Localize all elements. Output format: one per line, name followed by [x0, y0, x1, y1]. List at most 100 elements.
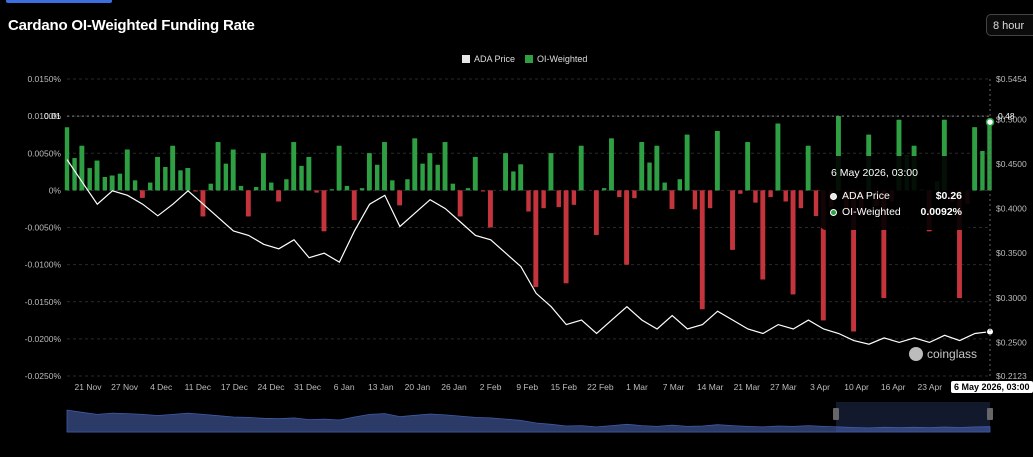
- funding-rate-bar: [647, 162, 652, 191]
- funding-rate-bar: [261, 153, 266, 191]
- funding-rate-bar: [306, 156, 312, 191]
- funding-rate-bar: [352, 190, 357, 221]
- funding-rate-bar: [170, 145, 176, 191]
- x-tick-label: 27 Mar: [770, 382, 797, 392]
- funding-rate-bar: [707, 190, 713, 209]
- funding-rate-bar: [458, 190, 463, 217]
- funding-rate-bar: [238, 185, 244, 191]
- legend-item-oi-weighted[interactable]: OI-Weighted: [525, 54, 587, 64]
- funding-rate-bar: [783, 190, 788, 202]
- watermark-text: coinglass: [927, 347, 978, 361]
- funding-rate-bar: [881, 190, 887, 299]
- x-tick-label: 14 Mar: [697, 382, 724, 392]
- funding-rate-bar: [337, 145, 342, 191]
- legend-swatch-oi-weighted: [525, 55, 534, 63]
- x-tick-label: 4 Dec: [150, 382, 173, 392]
- funding-rate-bar: [579, 145, 584, 191]
- legend-label-oi-weighted: OI-Weighted: [537, 54, 588, 64]
- navigator-handle[interactable]: [833, 408, 839, 420]
- right-tick-label: $0.2500: [996, 337, 1027, 347]
- right-tick-label: $0.5000: [996, 114, 1027, 124]
- funding-rate-bar: [299, 165, 304, 191]
- funding-rate-bar: [806, 145, 811, 191]
- funding-rate-bar: [526, 190, 531, 212]
- right-tick-label: $0.2123: [996, 371, 1027, 381]
- funding-rate-bar: [654, 145, 660, 191]
- x-tick-label: 9 Feb: [516, 382, 538, 392]
- funding-rate-bar: [541, 190, 546, 209]
- funding-rate-bar: [148, 182, 153, 191]
- funding-rate-bar: [745, 142, 751, 191]
- x-tick-label: 11 Dec: [185, 382, 212, 392]
- navigator-handle[interactable]: [987, 408, 993, 420]
- funding-rate-bar: [110, 175, 115, 191]
- funding-rate-bar: [269, 182, 274, 191]
- right-tick-label: $0.3500: [996, 248, 1027, 258]
- funding-rate-bar: [662, 182, 667, 191]
- funding-rate-bar: [942, 119, 947, 191]
- x-tick-label: 21 Mar: [734, 382, 761, 392]
- funding-rate-bar: [760, 190, 766, 280]
- funding-rate-bar: [208, 183, 213, 191]
- chart-tooltip: 6 May 2026, 03:00 ADA Price $0.26 OI-Wei…: [820, 156, 970, 230]
- funding-rate-bar: [140, 190, 145, 198]
- funding-rate-bar: [753, 190, 758, 203]
- x-tick-label: 3 Apr: [810, 382, 830, 392]
- chart-title: Cardano OI-Weighted Funding Rate: [8, 17, 255, 34]
- funding-rate-bar: [291, 142, 297, 191]
- left-tick-label: -0.0200%: [25, 334, 62, 344]
- x-tick-label: 7 Mar: [663, 382, 685, 392]
- interval-select[interactable]: 8 hour: [986, 14, 1033, 36]
- funding-rate-bar: [836, 116, 841, 191]
- x-tick-label: 20 Jan: [405, 382, 431, 392]
- funding-rate-bar: [132, 180, 138, 191]
- x-tick-label: 15 Feb: [551, 382, 578, 392]
- left-tick-label: -0.0150%: [25, 297, 62, 307]
- funding-rate-bar: [972, 127, 978, 191]
- funding-rate-bar: [957, 190, 962, 299]
- navigator-selection[interactable]: [836, 402, 990, 432]
- x-tick-label: 6 Jan: [334, 382, 355, 392]
- crosshair-x-label: 6 May 2026, 03:00: [951, 381, 1033, 393]
- x-tick-label: 31 Dec: [294, 382, 322, 392]
- right-tick-label: $0.4500: [996, 159, 1027, 169]
- left-tick-label: 0.0050%: [27, 148, 61, 158]
- funding-rate-bar: [125, 149, 130, 191]
- funding-rate-bar: [420, 163, 425, 191]
- x-tick-label: 13 Jan: [368, 382, 394, 392]
- funding-rate-bar: [775, 123, 781, 191]
- left-tick-label: 0.0150%: [27, 74, 61, 84]
- funding-rate-bar: [617, 190, 622, 198]
- funding-rate-bar: [851, 190, 857, 332]
- funding-rate-bar: [185, 168, 191, 191]
- funding-rate-bar: [700, 190, 705, 310]
- tooltip-value-ada-price: $0.26: [935, 190, 962, 202]
- chart-legend: ADA Price OI-Weighted: [462, 54, 587, 64]
- funding-rate-bar: [322, 190, 327, 232]
- x-tick-label: 23 Apr: [918, 382, 943, 392]
- funding-rate-bar: [798, 190, 804, 209]
- x-tick-label: 26 Jan: [441, 382, 467, 392]
- tooltip-label-oi-weighted: OI-Weighted: [842, 206, 901, 218]
- funding-rate-bar: [556, 190, 561, 208]
- ada-price-line: [66, 159, 991, 345]
- legend-item-ada-price[interactable]: ADA Price: [462, 54, 515, 64]
- active-tab-indicator: [6, 0, 112, 3]
- coinglass-logo-icon: [909, 347, 923, 361]
- funding-rate-bar: [314, 190, 319, 193]
- funding-rate-bar: [72, 158, 77, 191]
- funding-rate-bar: [715, 130, 720, 191]
- x-tick-label: 2 Feb: [480, 382, 502, 392]
- funding-rate-bar: [216, 142, 221, 191]
- legend-label-ada-price: ADA Price: [474, 54, 516, 64]
- funding-marker: [985, 117, 995, 127]
- crosshair-left-label: 0.01: [44, 111, 61, 121]
- funding-rate-bar: [639, 142, 645, 191]
- right-tick-label: $0.4000: [996, 204, 1027, 214]
- funding-rate-bar: [677, 179, 683, 191]
- funding-rate-bar: [548, 153, 554, 191]
- funding-rate-bar: [601, 188, 607, 191]
- tooltip-row-oi-weighted: OI-Weighted 0.0092%: [830, 206, 962, 218]
- funding-rate-bar: [231, 149, 236, 191]
